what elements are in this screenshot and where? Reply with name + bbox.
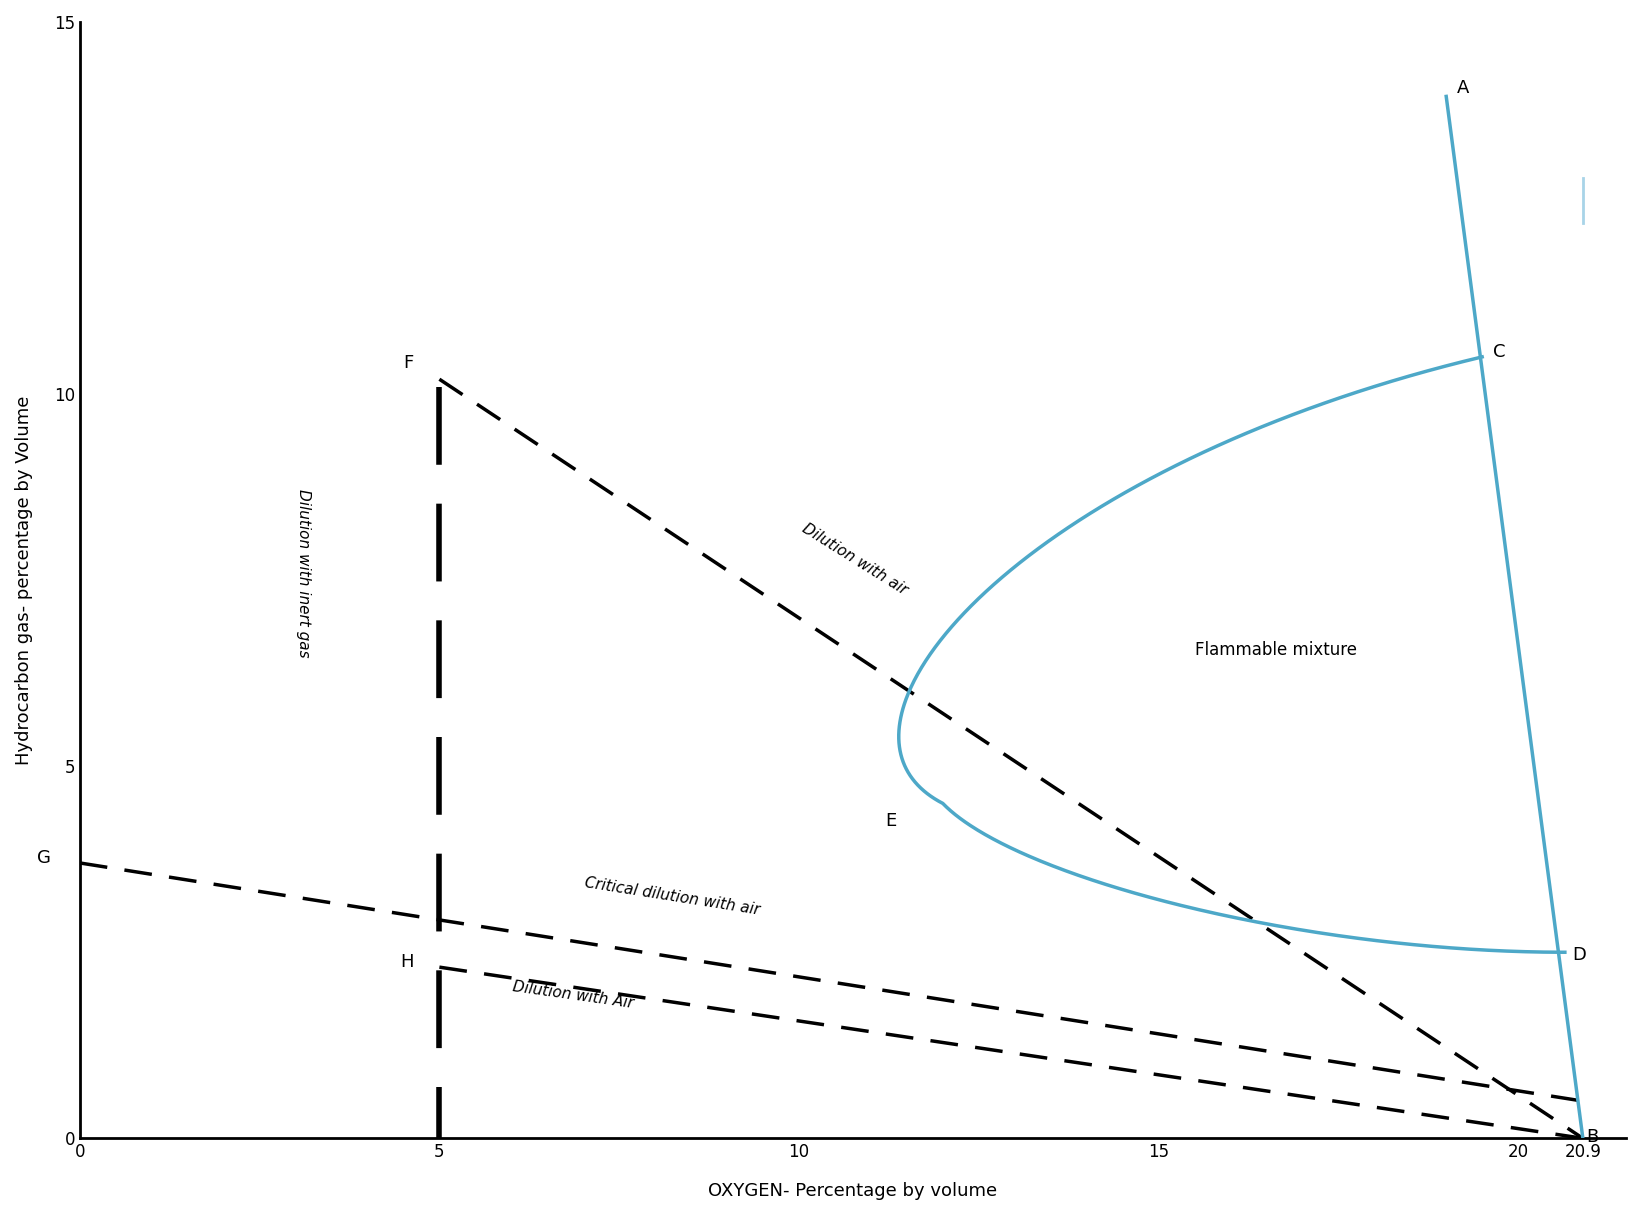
Text: Dilution with inert gas: Dilution with inert gas	[295, 488, 310, 657]
Text: Dilution with air: Dilution with air	[799, 521, 909, 598]
Text: F: F	[404, 354, 414, 372]
X-axis label: OXYGEN- Percentage by volume: OXYGEN- Percentage by volume	[709, 1182, 998, 1200]
Y-axis label: Hydrocarbon gas- percentage by Volume: Hydrocarbon gas- percentage by Volume	[15, 395, 33, 764]
Text: Dilution with Air: Dilution with Air	[512, 979, 635, 1011]
Text: Flammable mixture: Flammable mixture	[1195, 640, 1357, 659]
Text: H: H	[400, 953, 414, 971]
Text: D: D	[1572, 945, 1585, 963]
Text: G: G	[36, 849, 51, 868]
Text: A: A	[1457, 79, 1469, 97]
Text: C: C	[1493, 343, 1505, 361]
Text: B: B	[1587, 1128, 1598, 1146]
Text: E: E	[884, 812, 896, 830]
Text: Critical dilution with air: Critical dilution with air	[583, 876, 761, 919]
